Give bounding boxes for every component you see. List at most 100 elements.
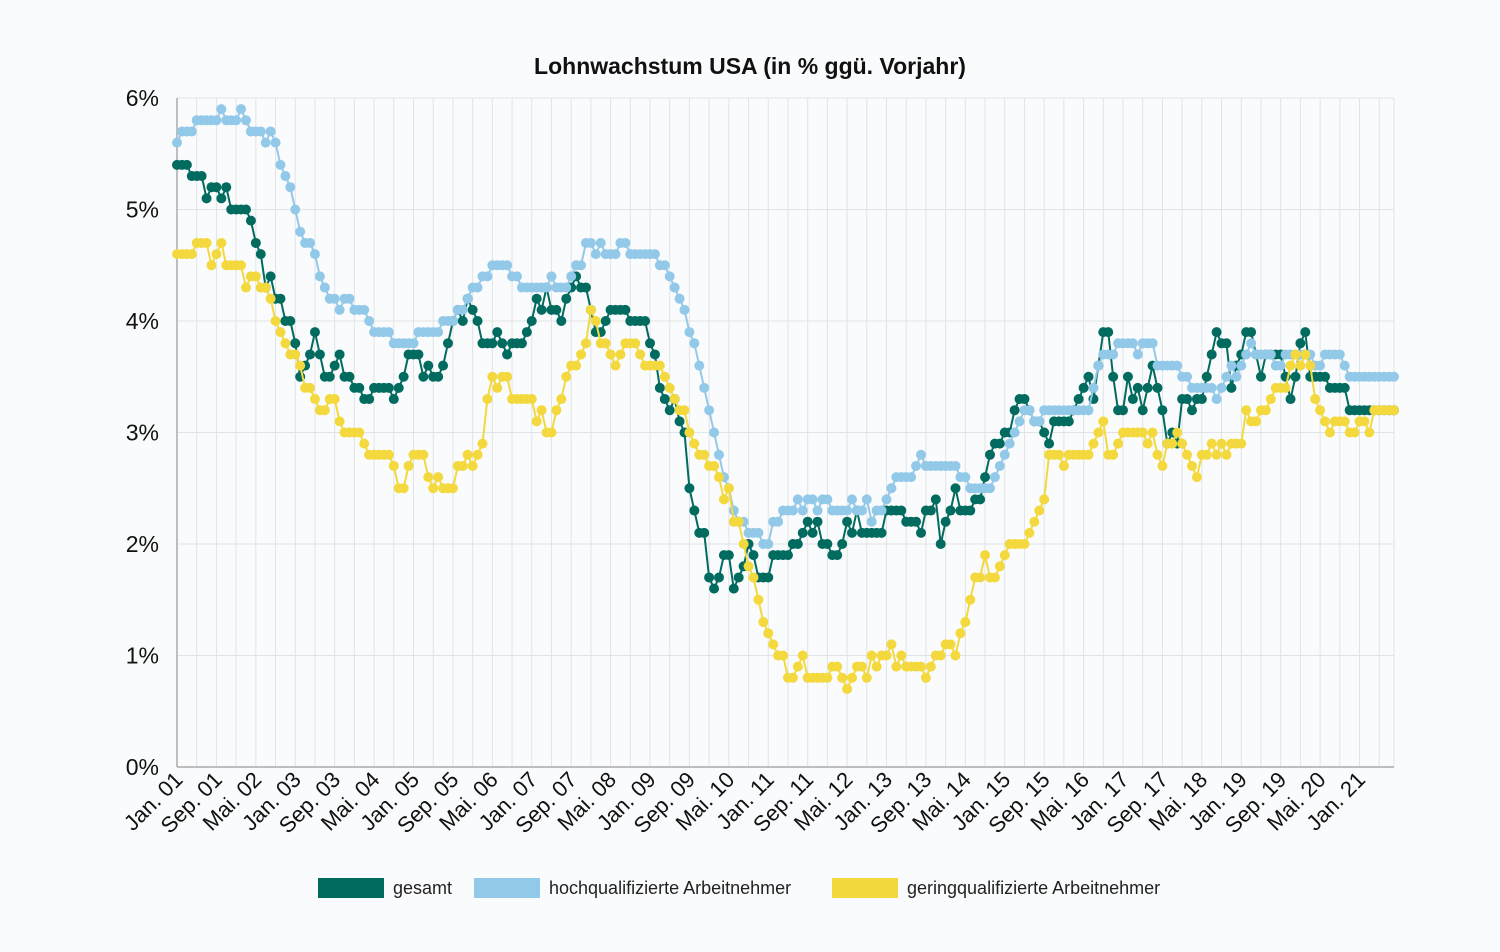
data-point [255, 126, 266, 137]
y-tick-label: 3% [126, 420, 159, 446]
data-point [797, 650, 808, 661]
data-point [980, 550, 991, 561]
data-point [743, 561, 754, 572]
data-point [1226, 382, 1237, 393]
data-point [1310, 394, 1321, 405]
data-point [240, 282, 251, 293]
data-point [309, 394, 320, 405]
legend-label: gesamt [393, 878, 452, 898]
data-point [1063, 416, 1074, 427]
data-point [837, 539, 848, 549]
y-tick-label: 4% [126, 308, 159, 334]
data-point [1009, 427, 1020, 438]
series-3 [172, 237, 1399, 694]
data-point [590, 249, 601, 260]
data-point [689, 438, 700, 449]
data-point [1157, 460, 1168, 471]
data-point [1004, 438, 1015, 449]
data-point [314, 271, 325, 282]
data-point [354, 427, 365, 438]
data-point [906, 472, 917, 483]
data-point [1182, 449, 1193, 460]
data-point [418, 371, 429, 382]
data-point [635, 349, 646, 360]
data-point [763, 628, 774, 639]
data-point [433, 371, 444, 382]
data-point [886, 483, 897, 494]
data-point [502, 371, 513, 382]
data-point [699, 449, 710, 460]
data-point [689, 505, 700, 516]
data-point [423, 472, 434, 483]
data-point [1226, 360, 1237, 371]
data-point [1201, 449, 1212, 460]
data-point [497, 338, 508, 349]
data-point [738, 539, 749, 549]
data-point [763, 572, 774, 583]
data-point [718, 494, 729, 505]
data-point [1196, 394, 1207, 405]
data-point [1088, 438, 1099, 449]
data-point [1147, 427, 1158, 438]
data-point [236, 260, 247, 271]
data-point [186, 249, 197, 260]
data-point [418, 449, 429, 460]
data-point [1295, 360, 1306, 371]
data-point [561, 371, 572, 382]
data-point [713, 572, 724, 583]
data-point [728, 583, 739, 594]
data-point [807, 527, 818, 538]
data-point [876, 505, 887, 516]
data-point [181, 159, 192, 170]
data-point [674, 416, 685, 427]
data-point [1221, 371, 1232, 382]
data-point [1221, 449, 1232, 460]
data-point [1206, 349, 1217, 360]
data-point [763, 539, 774, 549]
data-point [516, 338, 527, 349]
data-point [1137, 427, 1148, 438]
data-point [896, 505, 907, 516]
data-point [1339, 416, 1350, 427]
data-point [492, 327, 503, 338]
data-point [847, 527, 858, 538]
data-point [221, 182, 232, 193]
data-point [1255, 371, 1266, 382]
data-point [822, 672, 833, 683]
data-point [334, 416, 345, 427]
data-point [1280, 382, 1291, 393]
data-point [713, 472, 724, 483]
data-point [787, 505, 798, 516]
data-point [329, 360, 340, 371]
data-point [1364, 427, 1375, 438]
data-point [758, 617, 769, 628]
data-point [649, 349, 660, 360]
data-point [364, 316, 375, 326]
data-point [1167, 438, 1178, 449]
data-point [1172, 360, 1183, 371]
data-point [994, 438, 1005, 449]
data-point [319, 405, 330, 416]
data-point [1246, 327, 1257, 338]
data-point [920, 672, 931, 683]
data-point [916, 661, 926, 672]
data-point [546, 271, 557, 282]
data-point [447, 316, 458, 326]
data-point [945, 639, 956, 650]
data-point [1290, 371, 1301, 382]
axes [176, 98, 1394, 768]
data-point [975, 572, 986, 583]
data-point [447, 483, 458, 494]
data-point [832, 661, 843, 672]
data-point [196, 171, 207, 182]
data-point [679, 304, 690, 315]
data-point [250, 271, 261, 282]
data-point [881, 650, 892, 661]
data-point [265, 293, 276, 304]
data-point [1211, 394, 1222, 405]
data-point [206, 260, 217, 271]
data-point [541, 282, 552, 293]
data-point [1206, 438, 1217, 449]
